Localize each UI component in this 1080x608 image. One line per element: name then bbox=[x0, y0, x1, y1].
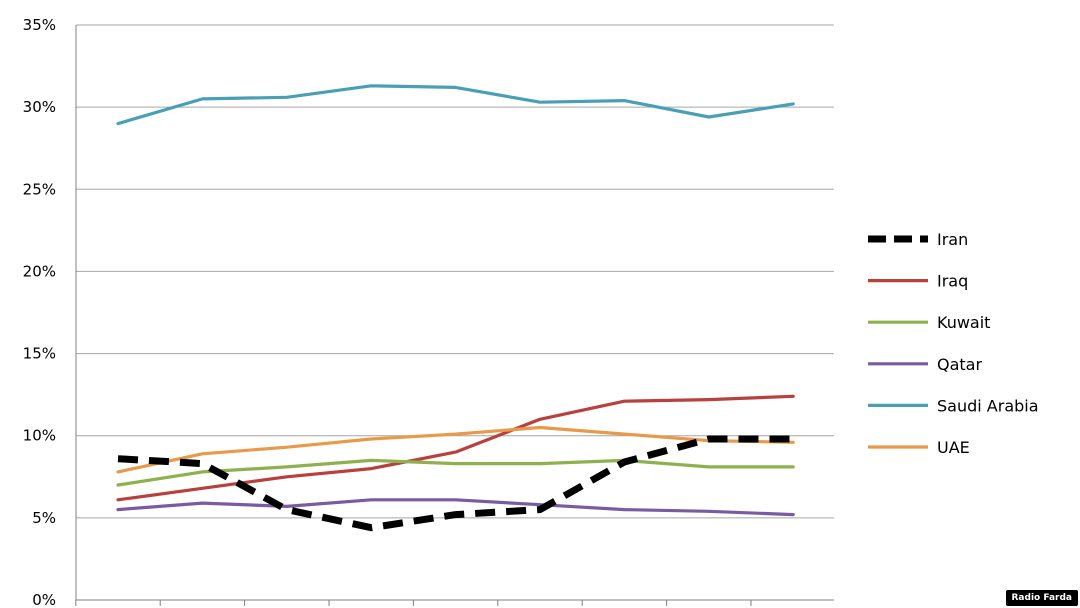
series-lines bbox=[116, 84, 795, 532]
series-line-uae bbox=[116, 425, 795, 474]
y-tick-label: 25% bbox=[23, 180, 56, 198]
legend-label-iraq: Iraq bbox=[937, 272, 968, 291]
legend-label-uae: UAE bbox=[937, 438, 970, 457]
y-tick-label: 30% bbox=[23, 98, 56, 116]
y-tick-labels: 0% 5% 10% 15% 20% 25% 30% 35% bbox=[23, 16, 56, 608]
watermark-badge: Radio Farda bbox=[1005, 590, 1078, 606]
legend-label-qatar: Qatar bbox=[937, 355, 982, 374]
legend-label-iran: Iran bbox=[937, 230, 968, 249]
series-line-kuwait bbox=[116, 458, 795, 487]
series-line-iran bbox=[117, 435, 794, 532]
series-line-saudi-arabia bbox=[116, 84, 795, 126]
series-line-iraq bbox=[116, 394, 795, 502]
axes bbox=[75, 25, 834, 606]
y-tick-label: 5% bbox=[32, 509, 56, 527]
y-tick-label: 35% bbox=[23, 16, 56, 34]
y-tick-label: 15% bbox=[23, 345, 56, 363]
legend: Iran Iraq Kuwait Qatar Saudi Arabia UAE bbox=[868, 230, 1039, 457]
legend-label-kuwait: Kuwait bbox=[937, 313, 990, 332]
series-line-qatar bbox=[116, 498, 795, 517]
y-tick-label: 0% bbox=[32, 591, 56, 608]
y-tick-label: 10% bbox=[23, 427, 56, 445]
y-tick-label: 20% bbox=[23, 262, 56, 280]
legend-label-saudi-arabia: Saudi Arabia bbox=[937, 396, 1039, 415]
gridlines bbox=[76, 24, 834, 519]
